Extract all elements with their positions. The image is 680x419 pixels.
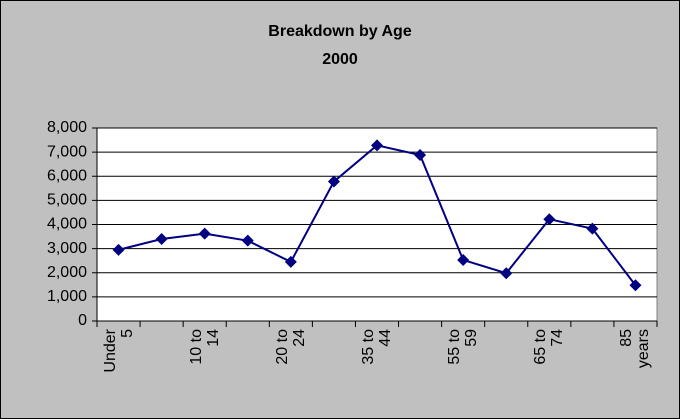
x-tick-label: 85 years bbox=[618, 329, 653, 369]
chart-title: Breakdown by Age bbox=[268, 23, 412, 40]
y-tick-label: 5,000 bbox=[47, 192, 87, 209]
x-tick-label: 35 to 44 bbox=[360, 329, 394, 365]
marker bbox=[284, 255, 297, 268]
y-tick-label: 3,000 bbox=[47, 240, 87, 257]
x-tick-label: 55 to 59 bbox=[446, 329, 481, 365]
y-tick-label: 4,000 bbox=[47, 216, 87, 233]
marker bbox=[457, 253, 470, 266]
marker bbox=[586, 222, 599, 235]
y-tick-label: 8,000 bbox=[47, 119, 87, 136]
x-tick-label: 20 to 24 bbox=[273, 329, 308, 365]
y-tick-label: 2,000 bbox=[47, 264, 87, 281]
chart-subtitle: 2000 bbox=[322, 51, 358, 68]
y-tick-label: 0 bbox=[78, 312, 87, 329]
x-tick-label: 65 to 74 bbox=[532, 329, 567, 365]
marker bbox=[155, 232, 168, 245]
marker bbox=[112, 243, 125, 256]
marker bbox=[198, 227, 211, 240]
x-tick-label: 10 to 14 bbox=[187, 329, 222, 365]
marker bbox=[629, 279, 642, 292]
y-tick-label: 1,000 bbox=[47, 288, 87, 305]
y-tick-label: 7,000 bbox=[47, 143, 87, 160]
y-tick-label: 6,000 bbox=[47, 167, 87, 184]
marker bbox=[500, 267, 513, 280]
marker bbox=[543, 213, 556, 226]
marker bbox=[241, 234, 254, 247]
x-tick-label: Under 5 bbox=[101, 329, 136, 373]
marker bbox=[414, 149, 427, 162]
marker bbox=[371, 139, 383, 152]
marker bbox=[327, 175, 340, 188]
